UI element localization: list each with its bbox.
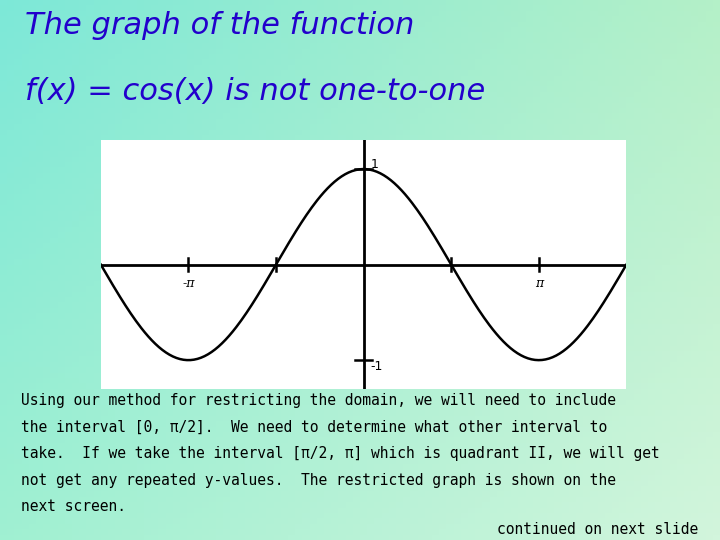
Text: continued on next slide: continued on next slide	[498, 522, 698, 537]
Text: π: π	[535, 277, 543, 290]
Text: -1: -1	[370, 360, 382, 373]
Text: next screen.: next screen.	[22, 499, 126, 514]
Text: f(x) = cos(x) is not one-to-one: f(x) = cos(x) is not one-to-one	[25, 77, 485, 106]
Text: The graph of the function: The graph of the function	[25, 11, 415, 40]
Text: not get any repeated y-values.  The restricted graph is shown on the: not get any repeated y-values. The restr…	[22, 472, 616, 488]
Text: the interval [0, π/2].  We need to determine what other interval to: the interval [0, π/2]. We need to determ…	[22, 420, 608, 435]
Text: Using our method for restricting the domain, we will need to include: Using our method for restricting the dom…	[22, 393, 616, 408]
Text: take.  If we take the interval [π/2, π] which is quadrant II, we will get: take. If we take the interval [π/2, π] w…	[22, 446, 660, 461]
Text: 1: 1	[370, 158, 378, 171]
Text: -π: -π	[182, 277, 194, 290]
